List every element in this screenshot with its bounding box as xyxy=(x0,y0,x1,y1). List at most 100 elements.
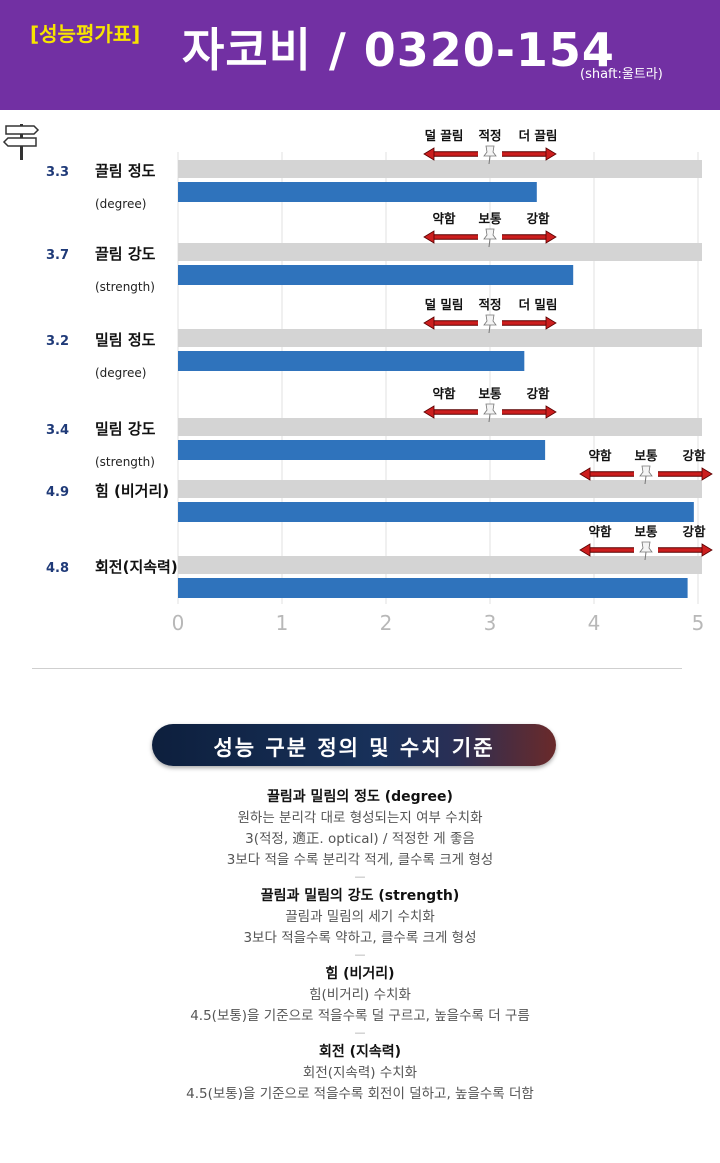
arrow-left-head xyxy=(423,230,435,244)
track-bar xyxy=(178,480,702,498)
scale-right-label: 더 끌림 xyxy=(519,128,558,143)
pushpin-needle xyxy=(488,324,491,334)
arrow-left-head xyxy=(423,405,435,419)
scale-left-label: 약함 xyxy=(432,386,456,401)
category-sublabel: (strength) xyxy=(95,455,155,469)
definitions-banner: 성능 구분 정의 및 수치 기준 xyxy=(152,724,556,766)
def-line: 4.5(보통)을 기준으로 적을수록 덜 구르고, 높을수록 더 구름 xyxy=(190,1008,530,1024)
category-label: 끌림 강도 xyxy=(95,245,156,263)
eval-tag: [성능평가표] xyxy=(30,22,141,46)
scale-mid-label: 적정 xyxy=(478,128,501,143)
def-line: 회전(지속력) 수치화 xyxy=(302,1065,418,1081)
value-bar xyxy=(178,182,537,202)
score-label: 3.3 xyxy=(46,165,69,180)
value-bar xyxy=(178,265,574,285)
pushpin-head xyxy=(483,314,497,326)
page-title: 자코비 / 0320-154 xyxy=(182,23,615,77)
pushpin-icon xyxy=(483,314,497,334)
scale-right-label: 강함 xyxy=(682,448,706,463)
value-bar xyxy=(178,351,525,371)
def-separator: — xyxy=(354,870,366,883)
pushpin-needle xyxy=(488,155,491,165)
arrow-right-head xyxy=(701,543,713,557)
def-line: 힘(비거리) 수치화 xyxy=(309,987,411,1003)
score-label: 3.2 xyxy=(46,334,69,349)
scale-left-label: 덜 밀림 xyxy=(425,297,464,312)
value-bar xyxy=(178,578,688,598)
pushpin-needle xyxy=(488,413,491,423)
def-line: 원하는 분리각 대로 형성되는지 여부 수치화 xyxy=(237,810,483,826)
scale-left-label: 약함 xyxy=(588,524,612,539)
pushpin-needle xyxy=(488,238,491,248)
scale-right-label: 더 밀림 xyxy=(519,297,558,312)
arrow-left-head xyxy=(423,147,435,161)
performance-chart: 3.3 끌림 정도 (degree) 덜 끌림 적정 더 끌림 3.7 끌림 강도 (stren… xyxy=(0,112,720,652)
def-line: 3보다 적을 수록 분리각 적게, 클수록 크게 형성 xyxy=(226,852,494,868)
def-separator: — xyxy=(354,1026,366,1039)
x-tick-label: 3 xyxy=(484,611,497,635)
score-label: 3.4 xyxy=(46,423,69,438)
section-divider xyxy=(32,668,682,669)
arrow-left-head xyxy=(579,467,591,481)
pushpin-icon xyxy=(639,465,653,485)
scale-left-label: 약함 xyxy=(432,211,456,226)
pushpin-needle xyxy=(644,475,647,485)
category-sublabel: (degree) xyxy=(95,366,146,380)
pushpin-icon xyxy=(483,403,497,423)
def-title: 회전 (지속력) xyxy=(318,1044,402,1060)
category-label: 밀림 정도 xyxy=(95,331,156,349)
x-tick-label: 5 xyxy=(692,611,705,635)
value-bar xyxy=(178,502,694,522)
scale-mid-label: 적정 xyxy=(478,297,501,312)
track-bar xyxy=(178,418,702,436)
scale-right-label: 강함 xyxy=(682,524,706,539)
scale-right-label: 강함 xyxy=(526,211,550,226)
pushpin-head xyxy=(483,403,497,415)
track-bar xyxy=(178,556,702,574)
definitions-list: 끌림과 밀림의 정도 (degree) 원하는 분리각 대로 형성되는지 여부 … xyxy=(0,784,720,1105)
x-tick-label: 0 xyxy=(172,611,185,635)
scale-left-label: 약함 xyxy=(588,448,612,463)
scale-mid-label: 보통 xyxy=(634,448,658,463)
def-separator: — xyxy=(354,948,366,961)
def-line: 3(적정, 適正. optical) / 적정한 게 좋음 xyxy=(245,831,475,847)
arrow-right-head xyxy=(545,316,557,330)
pushpin-icon xyxy=(483,145,497,165)
arrow-right-head xyxy=(545,230,557,244)
track-bar xyxy=(178,329,702,347)
x-tick-label: 4 xyxy=(588,611,601,635)
track-bar xyxy=(178,243,702,261)
track-bar xyxy=(178,160,702,178)
pushpin-head xyxy=(639,465,653,477)
pushpin-icon xyxy=(483,228,497,248)
scale-mid-label: 보통 xyxy=(478,386,502,401)
category-label: 회전(지속력) xyxy=(95,558,178,576)
score-label: 4.8 xyxy=(46,561,69,576)
category-label: 밀림 강도 xyxy=(95,420,156,438)
score-label: 4.9 xyxy=(46,485,69,500)
def-line: 3보다 적을수록 약하고, 클수록 크게 형성 xyxy=(243,930,477,946)
def-line: 끌림과 밀림의 세기 수치화 xyxy=(285,909,435,925)
arrow-left-head xyxy=(579,543,591,557)
signpost-icon xyxy=(2,124,40,160)
arrow-right-head xyxy=(545,405,557,419)
definitions-banner-text: 성능 구분 정의 및 수치 기준 xyxy=(213,736,495,760)
def-title: 끌림과 밀림의 정도 (degree) xyxy=(267,789,453,805)
pushpin-head xyxy=(639,541,653,553)
score-label: 3.7 xyxy=(46,248,69,263)
pushpin-needle xyxy=(644,551,647,561)
scale-mid-label: 보통 xyxy=(634,524,658,539)
scale-right-label: 강함 xyxy=(526,386,550,401)
pushpin-head xyxy=(483,145,497,157)
x-tick-label: 2 xyxy=(380,611,393,635)
shaft-label: (shaft:울트라) xyxy=(580,67,663,82)
category-label: 끌림 정도 xyxy=(95,162,156,180)
pushpin-icon xyxy=(639,541,653,561)
arrow-right-head xyxy=(545,147,557,161)
category-sublabel: (degree) xyxy=(95,197,146,211)
scale-mid-label: 보통 xyxy=(478,211,502,226)
header-banner: [성능평가표] 자코비 / 0320-154 (shaft:울트라) xyxy=(0,0,720,110)
pushpin-head xyxy=(483,228,497,240)
arrow-left-head xyxy=(423,316,435,330)
def-line: 4.5(보통)을 기준으로 적을수록 회전이 덜하고, 높을수록 더함 xyxy=(186,1086,534,1102)
